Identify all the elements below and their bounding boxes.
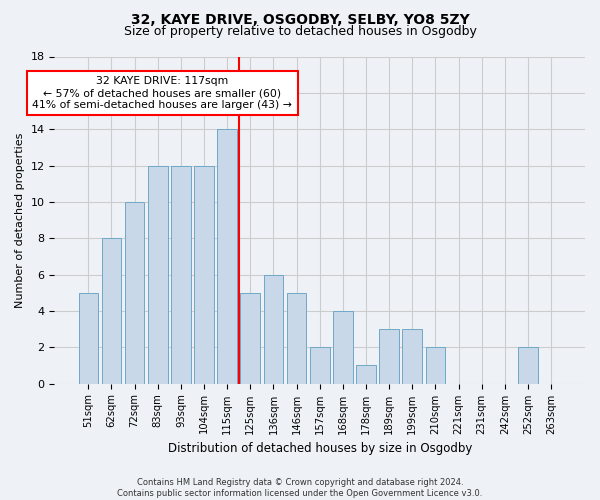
Text: Contains HM Land Registry data © Crown copyright and database right 2024.
Contai: Contains HM Land Registry data © Crown c… — [118, 478, 482, 498]
Bar — [79, 292, 98, 384]
Bar — [125, 202, 145, 384]
Bar — [333, 311, 353, 384]
Text: Size of property relative to detached houses in Osgodby: Size of property relative to detached ho… — [124, 25, 476, 38]
Bar — [194, 166, 214, 384]
Bar — [241, 292, 260, 384]
Bar — [217, 129, 237, 384]
Bar — [379, 329, 399, 384]
Bar — [518, 347, 538, 384]
Bar — [148, 166, 167, 384]
Bar — [310, 347, 329, 384]
Bar — [403, 329, 422, 384]
Text: 32, KAYE DRIVE, OSGODBY, SELBY, YO8 5ZY: 32, KAYE DRIVE, OSGODBY, SELBY, YO8 5ZY — [131, 12, 469, 26]
Bar — [171, 166, 191, 384]
X-axis label: Distribution of detached houses by size in Osgodby: Distribution of detached houses by size … — [167, 442, 472, 455]
Bar — [101, 238, 121, 384]
Bar — [356, 366, 376, 384]
Text: 32 KAYE DRIVE: 117sqm
← 57% of detached houses are smaller (60)
41% of semi-deta: 32 KAYE DRIVE: 117sqm ← 57% of detached … — [32, 76, 292, 110]
Y-axis label: Number of detached properties: Number of detached properties — [15, 132, 25, 308]
Bar — [287, 292, 307, 384]
Bar — [425, 347, 445, 384]
Bar — [263, 274, 283, 384]
